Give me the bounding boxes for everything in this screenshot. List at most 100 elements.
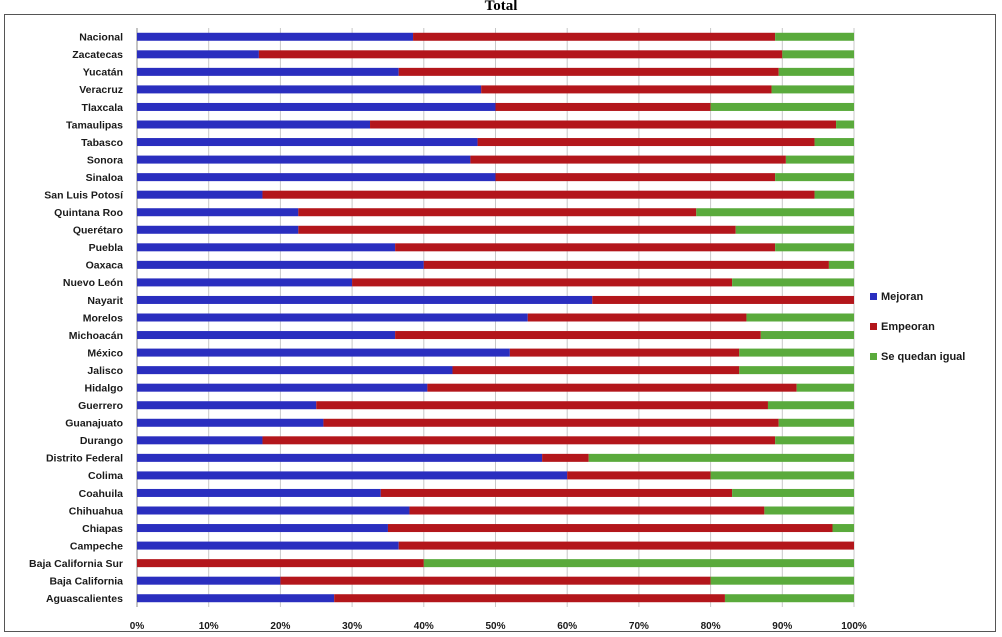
bar-segment [477,138,815,147]
x-tick-label: 20% [270,621,290,632]
bar-segment [710,576,854,585]
bar-segment [137,401,317,410]
bar-segment [398,67,779,76]
bar-segment [137,383,428,392]
bar-series [137,32,854,603]
bar-segment [137,594,335,603]
bar-segment [771,85,854,94]
bar-segment [778,67,854,76]
bar-segment [137,67,399,76]
bar-segment [567,471,711,480]
category-label: Nuevo León [63,277,123,289]
bar-segment [137,32,414,41]
category-label: Baja California [49,575,123,587]
legend-swatch [870,293,877,300]
x-tick-label: 10% [199,621,219,632]
bar-segment [137,208,299,217]
bar-segment [836,120,854,129]
legend: Mejoran Empeoran Se quedan igual [870,291,965,363]
legend-swatch [870,353,877,360]
bar-segment [696,208,854,217]
bar-segment [775,173,854,182]
x-axis-tick-labels: 0% 10% 20% 30% 40% 50% 60% 70% 80% 90% 100% [130,621,867,632]
bar-segment [137,243,396,252]
bar-segment [423,260,829,269]
bar-segment [710,102,854,111]
bar-segment [724,594,854,603]
bar-segment [137,506,410,515]
bar-segment [427,383,797,392]
category-label: Hidalgo [85,382,124,394]
x-tick-label: 50% [485,621,505,632]
bar-segment [495,102,711,111]
category-label: Puebla [89,242,124,254]
bar-segment [470,155,786,164]
bar-segment [334,594,725,603]
bar-segment [778,418,854,427]
bar-segment [137,173,496,182]
x-tick-label: 90% [772,621,792,632]
category-label: Campeche [70,540,123,552]
bar-segment [137,471,568,480]
bar-segment [137,488,381,497]
bar-segment [137,155,471,164]
category-label: Veracruz [79,84,123,96]
category-label: Chihuahua [69,505,123,517]
category-label: San Luis Potosí [44,189,124,201]
bar-segment [137,524,388,533]
category-label: Nayarit [87,295,123,307]
bar-segment [137,348,510,357]
category-label: México [87,347,123,359]
category-label: Michoacán [69,330,123,342]
bar-segment [739,348,854,357]
bar-segment [137,278,353,287]
bar-segment [785,155,854,164]
bar-segment [137,331,396,340]
bar-segment [796,383,854,392]
category-label: Oaxaca [86,260,124,272]
category-label: Morelos [83,312,123,324]
bar-segment [423,559,854,568]
category-label: Tamaulipas [66,119,123,131]
bar-segment [452,366,740,375]
bar-segment [137,120,371,129]
category-label: Distrito Federal [46,453,123,465]
category-labels: Nacional Zacatecas Yucatán Veracruz Tlaxcala… [29,32,124,605]
legend-label: Empeoran [881,321,935,333]
bar-segment [137,225,299,234]
bar-segment [775,436,854,445]
bar-segment [767,401,854,410]
bar-segment [137,541,399,550]
bar-segment [316,401,768,410]
bar-segment [298,225,736,234]
bar-segment [588,453,854,462]
bar-segment [280,576,711,585]
bar-segment [395,331,761,340]
bar-segment [775,32,854,41]
bar-segment [387,524,833,533]
bar-segment [395,243,776,252]
x-tick-label: 80% [701,621,721,632]
category-label: Sonora [87,154,123,166]
bar-segment [137,85,482,94]
bar-segment [495,173,776,182]
legend-label: Se quedan igual [881,351,965,363]
bar-segment [262,436,776,445]
bar-segment [732,278,854,287]
bar-segment [298,208,697,217]
bar-segment [323,418,779,427]
bar-segment [814,138,854,147]
bar-segment [258,50,783,59]
x-tick-label: 60% [557,621,577,632]
bar-segment [732,488,854,497]
bar-segment [782,50,854,59]
bar-segment [137,418,324,427]
legend-label: Mejoran [881,291,923,303]
category-label: Coahuila [79,488,123,500]
category-label: Tlaxcala [82,102,124,114]
bar-segment [509,348,740,357]
category-label: Durango [80,435,123,447]
bar-segment [137,436,263,445]
bar-segment [764,506,854,515]
